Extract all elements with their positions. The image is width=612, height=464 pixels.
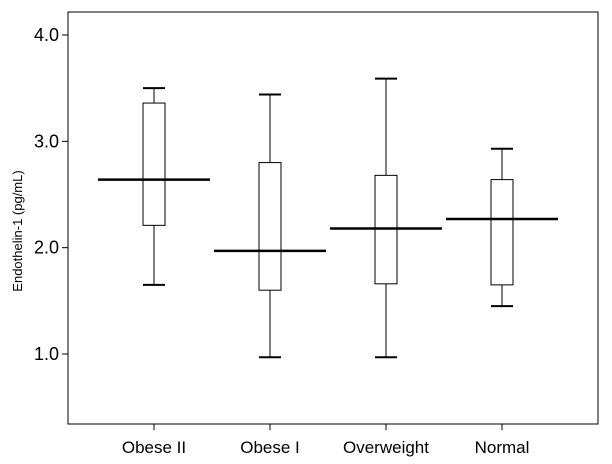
plot-frame [67,11,599,425]
y-tick-label: 4.0 [34,25,59,45]
boxes-layer [98,77,558,359]
iqr-box [258,162,282,291]
x-tick-label: Normal [475,438,530,457]
y-tick-label: 2.0 [34,238,59,258]
iqr-box [142,102,166,226]
iqr-box [490,179,514,286]
y-tick-label: 1.0 [34,344,59,364]
y-tick-label: 3.0 [34,131,59,151]
x-tick-label: Obese I [240,438,300,457]
x-tick-label: Overweight [343,438,429,457]
box-group [446,147,558,308]
box-group [330,77,442,359]
y-axis: 1.0 2.0 3.0 4.0 [34,25,68,364]
x-axis: Obese II Obese I Overweight Normal [122,424,530,457]
box-group [214,93,326,359]
y-axis-title: Endothelin-1 (pg/mL) [10,170,25,291]
x-tick-label: Obese II [122,438,186,457]
box-group [98,87,210,286]
